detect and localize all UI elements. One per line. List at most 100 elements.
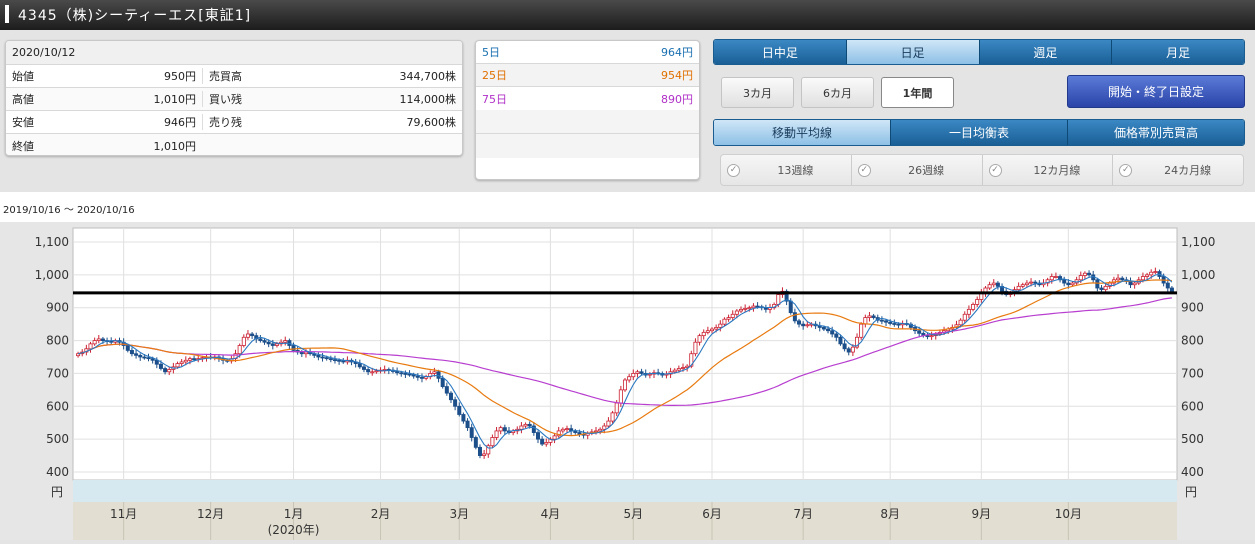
candle-body	[846, 348, 851, 353]
candle-body	[436, 371, 441, 379]
candle-body	[1062, 279, 1067, 284]
candle-body	[821, 327, 826, 330]
candle-body	[987, 284, 992, 289]
candle-body	[1066, 282, 1071, 286]
chart-area: 1,100 1,100 1,000 1,000 900 900 800 800 700 700 60…	[0, 222, 1255, 540]
overlay-toggle-label: 26週線	[908, 164, 945, 177]
candle-body	[324, 357, 329, 360]
y-tick-label-right: 700	[1181, 366, 1204, 380]
candle-body	[237, 345, 242, 355]
candle-body	[826, 328, 831, 332]
candle-body	[129, 350, 134, 355]
overlay-toggle[interactable]: ✓ 13週線	[721, 155, 851, 185]
ma25-line	[77, 279, 1172, 437]
candle-body	[971, 304, 976, 310]
range-button[interactable]: 6カ月	[801, 77, 874, 108]
candle-body	[1140, 276, 1145, 281]
candle-body	[871, 315, 876, 318]
candle-body	[361, 366, 366, 370]
candle-body	[776, 294, 781, 305]
month-label: 10月	[1055, 507, 1082, 521]
candle-body	[444, 386, 449, 394]
candle-body	[109, 340, 114, 343]
candle-body	[1070, 282, 1075, 286]
candle-body	[1169, 287, 1174, 292]
ma-empty-row	[476, 134, 699, 158]
candle-body	[797, 320, 802, 325]
candle-body	[751, 305, 756, 309]
tab-indicator[interactable]: 価格帯別売買高	[1068, 120, 1244, 145]
candle-body	[1020, 284, 1025, 287]
title-accent-bar	[5, 5, 9, 23]
ma-value: 954円	[661, 69, 693, 82]
candle-body	[357, 363, 362, 368]
overlay-toggle[interactable]: ✓ 24カ月線	[1112, 155, 1243, 185]
candle-body	[693, 341, 698, 355]
quote-row: 高値 1,010円 買い残 114,000株	[6, 88, 462, 111]
candle-body	[341, 360, 346, 363]
check-icon: ✓	[857, 163, 871, 177]
candle-body	[859, 323, 864, 338]
candle-body	[399, 372, 404, 375]
candle-body	[461, 414, 466, 422]
quote-label: 売買高	[202, 68, 242, 84]
candle-body	[755, 305, 760, 308]
overlay-checks: ✓ 13週線 ✓ 26週線 ✓ 12カ月線 ✓ 24カ月線	[720, 154, 1244, 186]
candle-body	[705, 330, 710, 333]
candle-body	[395, 371, 400, 374]
candle-body	[577, 432, 582, 435]
candle-body	[1053, 276, 1058, 278]
candle-body	[258, 338, 263, 341]
month-axis-band	[73, 502, 1177, 540]
quote-panel: 2020/10/12 始値 950円 売買高 344,700株 高値 1,010円 買い残 1…	[5, 40, 463, 156]
range-button[interactable]: 1年間	[881, 77, 954, 108]
candle-body	[1049, 276, 1054, 281]
quote-value: 79,600株	[406, 116, 457, 129]
candle-body	[291, 345, 296, 351]
candle-body	[167, 369, 172, 373]
candle-body	[403, 373, 408, 375]
candle-body	[477, 446, 482, 456]
candle-body	[1095, 279, 1100, 289]
quote-row: 始値 950円 売買高 344,700株	[6, 65, 462, 88]
y-tick-label-left: 900	[46, 301, 69, 315]
candle-body	[784, 290, 789, 302]
candle-body	[830, 330, 835, 335]
tab-period[interactable]: 月足	[1112, 40, 1244, 64]
month-label: 6月	[702, 507, 722, 521]
y-tick-label-right: 400	[1181, 465, 1204, 479]
check-icon: ✓	[1119, 163, 1133, 177]
overlay-toggle[interactable]: ✓ 26週線	[850, 155, 982, 185]
tab-indicator[interactable]: 一目均衡表	[891, 120, 1068, 145]
candle-body	[76, 353, 81, 357]
tab-period[interactable]: 日足	[846, 40, 980, 64]
tab-period[interactable]: 日中足	[714, 40, 847, 64]
ma-row: 75日 890円	[476, 87, 699, 110]
candle-body	[440, 377, 445, 387]
y-tick-label-right: 900	[1181, 301, 1204, 315]
date-setting-button[interactable]: 開始・終了日設定	[1067, 75, 1245, 108]
range-button[interactable]: 3カ月	[721, 77, 794, 108]
y-tick-label-left: 600	[46, 399, 69, 413]
tab-indicator[interactable]: 移動平均線	[714, 120, 891, 145]
overlay-toggle[interactable]: ✓ 12カ月線	[981, 155, 1113, 185]
tab-period[interactable]: 週足	[979, 40, 1113, 64]
candle-body	[639, 371, 644, 374]
quote-label: 買い残	[202, 91, 242, 107]
candle-body	[158, 363, 163, 369]
candle-body	[1099, 287, 1104, 291]
candle-body	[540, 438, 545, 445]
title-bar: 4345（株)シーティーエス[東証1]	[0, 0, 1255, 30]
candle-body	[701, 331, 706, 337]
candle-body	[925, 335, 930, 338]
candle-body	[966, 308, 971, 315]
candle-body	[519, 425, 524, 430]
candle-body	[415, 375, 420, 378]
candle-body	[241, 336, 246, 346]
candle-body	[892, 323, 897, 325]
candle-body	[192, 358, 197, 361]
candle-body	[125, 345, 130, 351]
candle-body	[163, 368, 168, 373]
ma75-line	[77, 297, 1172, 406]
quote-date-row: 2020/10/12	[6, 41, 462, 65]
